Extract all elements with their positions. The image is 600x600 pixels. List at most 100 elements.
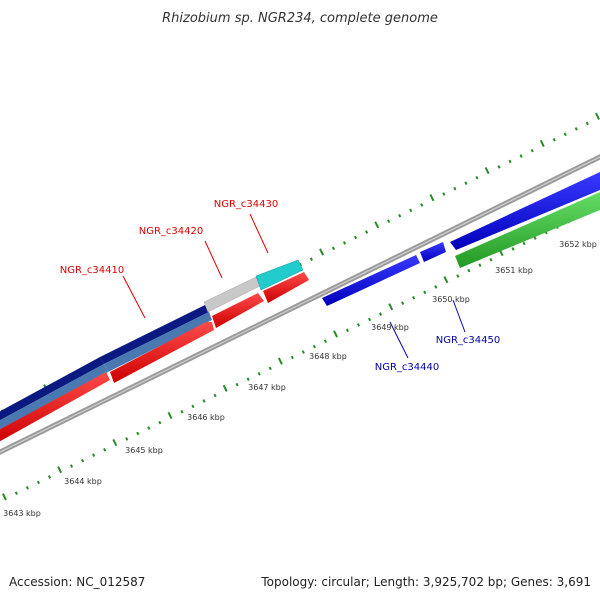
minor-tick: [387, 219, 391, 223]
major-tick: [333, 330, 339, 338]
ruler-tick-label: 3643 kbp: [3, 509, 41, 518]
minor-tick: [25, 486, 29, 490]
ruler-tick-label: 3649 kbp: [371, 323, 409, 332]
major-tick: [2, 493, 7, 501]
minor-tick: [331, 246, 336, 251]
ruler-tick-label: 3644 kbp: [64, 477, 102, 486]
minor-tick: [530, 148, 534, 153]
gene-arrow-ngr-c34430: [263, 272, 309, 303]
minor-tick: [235, 382, 239, 387]
green-gene-track: [455, 192, 600, 268]
minor-tick: [442, 192, 446, 196]
minor-tick: [69, 464, 74, 468]
ruler-tick-label: 3650 kbp: [432, 295, 470, 304]
major-tick: [112, 438, 118, 447]
gene-arrow-ngr-c34450: [455, 192, 600, 268]
minor-tick: [301, 350, 305, 354]
minor-tick: [125, 437, 129, 441]
ruler-tick-label: 3651 kbp: [495, 266, 533, 275]
major-tick: [222, 384, 228, 392]
minor-tick: [345, 328, 350, 333]
minor-tick: [434, 285, 438, 289]
ruler-tick-label: 3652 kbp: [559, 240, 597, 249]
minor-tick: [409, 208, 413, 213]
major-tick: [277, 357, 283, 365]
minor-tick: [353, 235, 358, 240]
minor-tick: [511, 247, 515, 251]
ruler-tick-label: 3646 kbp: [187, 413, 225, 422]
gene-arrow-ngr-c34420: [212, 293, 264, 328]
accession-text: Accession: NC_012587: [9, 575, 145, 589]
minor-tick: [478, 263, 482, 267]
minor-tick: [519, 154, 523, 158]
minor-tick: [522, 241, 526, 246]
minor-tick: [367, 317, 372, 322]
minor-tick: [257, 371, 261, 376]
minor-tick: [398, 213, 402, 218]
gene-arrow-small: [420, 242, 446, 262]
blue-gene-track: [322, 172, 600, 306]
major-tick: [319, 248, 325, 256]
gene-block-cyan: [255, 259, 304, 291]
minor-tick: [585, 121, 589, 126]
minor-tick: [290, 355, 294, 360]
minor-tick: [213, 393, 217, 398]
minor-tick: [464, 181, 468, 185]
minor-tick: [47, 475, 52, 479]
minor-tick: [103, 448, 107, 452]
minor-tick: [552, 137, 556, 142]
minor-tick: [14, 491, 18, 496]
minor-tick: [420, 203, 424, 207]
minor-tick: [81, 458, 85, 463]
ruler-tick-label: 3645 kbp: [125, 446, 163, 455]
gene-arrow-long: [450, 172, 600, 250]
minor-tick: [323, 339, 327, 343]
minor-tick: [508, 159, 512, 164]
major-tick: [429, 194, 435, 202]
minor-tick: [136, 431, 140, 436]
minor-tick: [401, 301, 405, 305]
gene-arrow-ngr-c34410: [110, 322, 214, 383]
minor-tick: [423, 290, 427, 295]
major-tick: [595, 112, 600, 120]
ruler-tick-label: 3648 kbp: [309, 352, 347, 361]
minor-tick: [268, 366, 272, 371]
major-tick: [484, 166, 490, 175]
minor-tick: [563, 132, 567, 137]
minor-tick: [467, 268, 471, 273]
gene-label-ngr-c34420: NGR_c34420: [139, 226, 204, 237]
minor-tick: [379, 312, 383, 316]
minor-tick: [475, 175, 479, 180]
major-tick: [167, 411, 173, 420]
minor-tick: [309, 257, 313, 261]
minor-tick: [574, 127, 578, 131]
genome-backbone: [0, 154, 600, 455]
gene-arrow: [0, 372, 110, 442]
minor-tick: [246, 377, 250, 381]
minor-tick: [342, 241, 347, 245]
inner-tick-track: 3643 kbp 3644 kbp 3645 kbp 3646 kbp 3647 kbp…: [2, 219, 597, 518]
red-gene-track: [0, 272, 309, 442]
gene-labels: NGR_c34410 NGR_c34420 NGR_c34430 NGR_c34…: [60, 199, 501, 373]
major-tick: [388, 303, 394, 311]
minor-tick: [489, 257, 493, 262]
minor-tick: [312, 344, 316, 349]
minor-tick: [191, 404, 195, 409]
minor-tick: [453, 186, 457, 191]
major-tick: [57, 466, 63, 474]
minor-tick: [356, 323, 361, 327]
minor-tick: [202, 399, 206, 403]
gene-label-ngr-c34450: NGR_c34450: [436, 335, 501, 346]
minor-tick: [497, 165, 501, 169]
upper-gene-track: [203, 259, 304, 313]
map-title: Rhizobium sp. NGR234, complete genome: [162, 11, 438, 26]
gene-arrow-ngr-c34440: [322, 255, 420, 306]
gene-label-ngr-c34440: NGR_c34440: [375, 362, 440, 373]
gene-label-ngr-c34410: NGR_c34410: [60, 265, 125, 276]
major-tick: [443, 276, 449, 284]
minor-tick: [456, 274, 460, 278]
gene-label-ngr-c34430: NGR_c34430: [214, 199, 279, 210]
minor-tick: [365, 230, 369, 234]
ruler-tick-label: 3647 kbp: [248, 383, 286, 392]
